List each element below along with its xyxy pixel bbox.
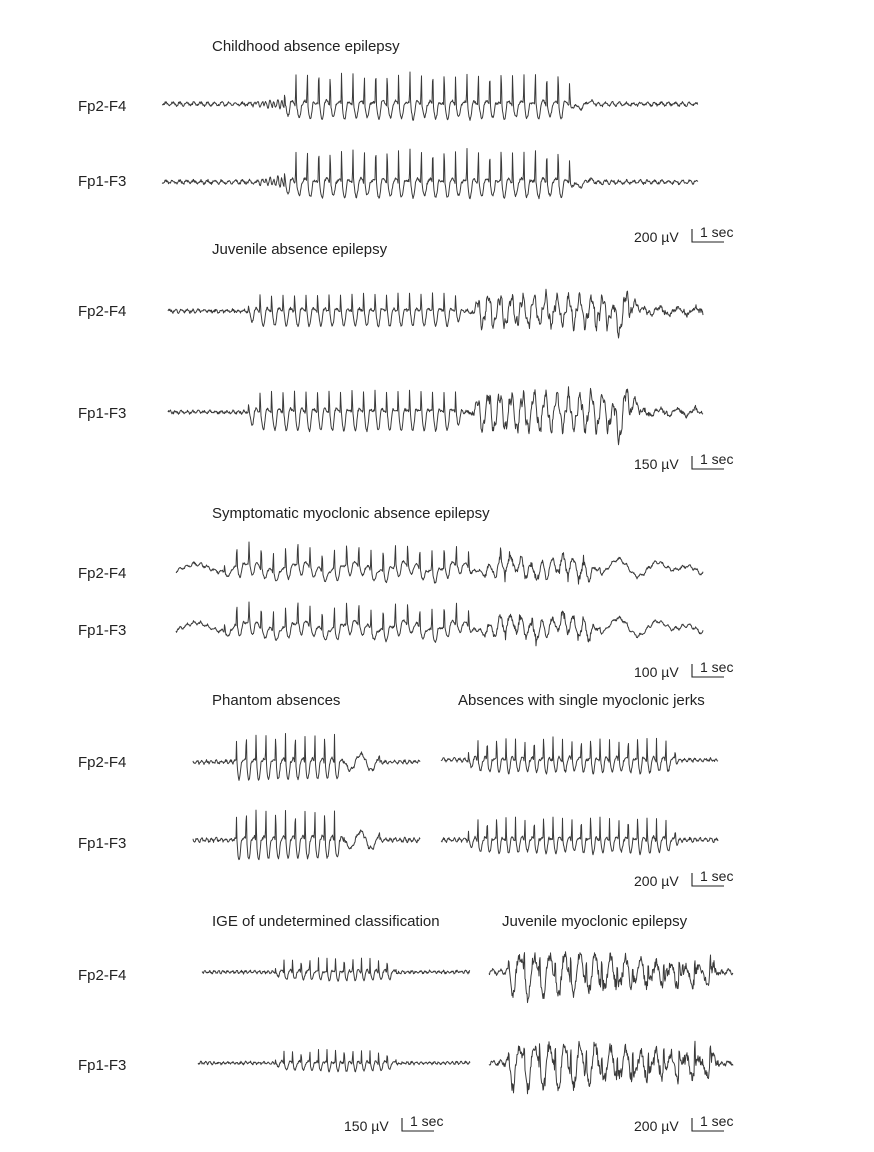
time-scale-label-right: 1 sec xyxy=(700,1113,733,1129)
panel-childhood-absence: Childhood absence epilepsy Fp2-F4 Fp1-F3… xyxy=(78,38,733,245)
scale-bar-right xyxy=(691,1118,724,1132)
panel-title: Childhood absence epilepsy xyxy=(212,38,400,55)
channel-label-fp2-f4: Fp2-F4 xyxy=(78,565,126,582)
time-scale-label: 1 sec xyxy=(700,868,733,884)
eeg-trace-fp2-f4 xyxy=(167,288,704,339)
channel-label-fp2-f4: Fp2-F4 xyxy=(78,967,126,984)
time-scale-label: 1 sec xyxy=(700,224,733,240)
channel-label-fp1-f3: Fp1-F3 xyxy=(78,173,126,190)
panel-phantom-and-myoclonic-jerks: Phantom absences Absences with single my… xyxy=(78,692,733,889)
time-scale-label: 1 sec xyxy=(700,451,733,467)
panel-title: Symptomatic myoclonic absence epilepsy xyxy=(212,505,490,522)
panel-symptomatic-myoclonic-absence: Symptomatic myoclonic absence epilepsy F… xyxy=(78,505,733,680)
panel-title-right: Juvenile myoclonic epilepsy xyxy=(502,913,688,930)
eeg-trace-fp2-f4 xyxy=(175,541,704,585)
panel-title-left: Phantom absences xyxy=(212,692,340,709)
channel-label-fp2-f4: Fp2-F4 xyxy=(78,754,126,771)
eeg-trace-left-fp2-f4 xyxy=(201,957,471,982)
time-scale-label: 1 sec xyxy=(700,659,733,675)
eeg-trace-fp1-f3 xyxy=(161,148,699,200)
scale-bar-left xyxy=(401,1118,434,1132)
channel-label-fp1-f3: Fp1-F3 xyxy=(78,622,126,639)
channel-label-fp2-f4: Fp2-F4 xyxy=(78,303,126,320)
scale-bar xyxy=(691,664,724,678)
eeg-trace-left-fp2-f4 xyxy=(192,733,421,781)
amplitude-scale-label-right: 200 µV xyxy=(634,1118,679,1134)
time-scale-label-left: 1 sec xyxy=(410,1113,443,1129)
channel-label-fp1-f3: Fp1-F3 xyxy=(78,405,126,422)
amplitude-scale-label: 200 µV xyxy=(634,229,679,245)
scale-bar xyxy=(691,873,724,887)
amplitude-scale-label: 100 µV xyxy=(634,664,679,680)
eeg-trace-right-fp1-f3 xyxy=(488,1040,734,1095)
eeg-trace-left-fp1-f3 xyxy=(192,809,421,861)
channel-label-fp1-f3: Fp1-F3 xyxy=(78,1057,126,1074)
eeg-trace-right-fp2-f4 xyxy=(440,736,719,775)
panel-juvenile-absence: Juvenile absence epilepsy Fp2-F4 Fp1-F3 … xyxy=(78,241,733,472)
eeg-trace-fp1-f3 xyxy=(175,601,704,647)
scale-bar xyxy=(691,229,724,243)
panel-title-right: Absences with single myoclonic jerks xyxy=(458,692,705,709)
eeg-trace-fp1-f3 xyxy=(167,386,704,446)
panel-ige-and-juvenile-myoclonic: IGE of undetermined classification Juven… xyxy=(78,913,733,1134)
eeg-trace-right-fp1-f3 xyxy=(440,816,719,856)
channel-label-fp1-f3: Fp1-F3 xyxy=(78,835,126,852)
amplitude-scale-label: 200 µV xyxy=(634,873,679,889)
scale-bar xyxy=(691,456,724,470)
channel-label-fp2-f4: Fp2-F4 xyxy=(78,98,126,115)
eeg-trace-fp2-f4 xyxy=(161,71,699,121)
eeg-trace-left-fp1-f3 xyxy=(197,1049,471,1073)
amplitude-scale-label-left: 150 µV xyxy=(344,1118,389,1134)
panel-title-left: IGE of undetermined classification xyxy=(212,913,440,930)
eeg-trace-right-fp2-f4 xyxy=(488,951,734,1004)
panel-title: Juvenile absence epilepsy xyxy=(212,241,388,258)
amplitude-scale-label: 150 µV xyxy=(634,456,679,472)
